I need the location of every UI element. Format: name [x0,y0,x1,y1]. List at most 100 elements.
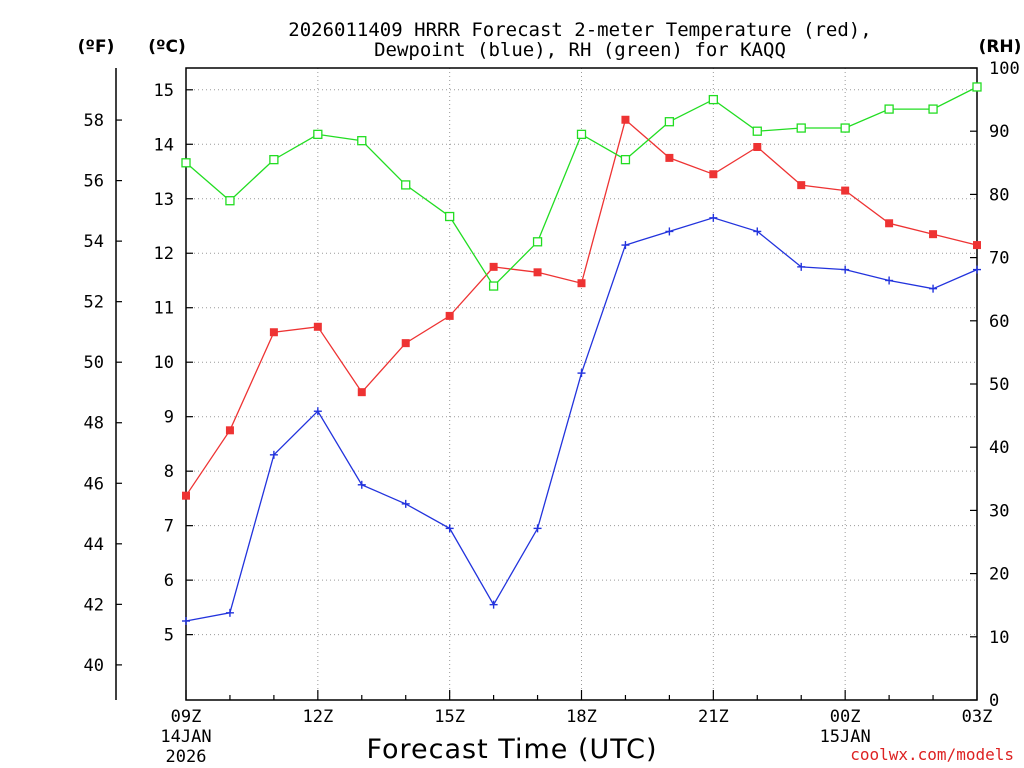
celsius-tick-label: 12 [154,244,174,264]
x-tick-date-label: 14JAN [160,727,211,747]
rh-tick-label: 80 [989,185,1009,205]
rh-tick-label: 20 [989,565,1009,585]
dewpoint-point [445,524,454,533]
temperature-point [182,491,190,500]
temperature-point [357,388,366,397]
celsius-unit-label: (ºC) [148,37,186,57]
celsius-tick-label: 7 [164,517,174,537]
series-layer [181,82,982,625]
dewpoint-point [797,262,806,271]
fahrenheit-tick-label: 44 [84,535,104,555]
fahrenheit-tick-label: 50 [84,353,104,373]
x-tick-label: 12Z [302,707,333,727]
fahrenheit-tick-label: 40 [84,656,104,676]
rh-tick-label: 50 [989,375,1009,395]
dewpoint-point [401,499,410,508]
rh-tick-label: 0 [989,691,999,711]
temperature-point [621,115,630,124]
dewpoint-point [182,617,190,625]
rh-point [928,104,938,114]
dewpoint-point [929,284,938,293]
temperature-point [885,219,894,228]
temperature-point [753,143,762,151]
temperature-point [225,426,234,435]
x-tick-year-label: 2026 [166,747,207,767]
celsius-tick-label: 6 [164,571,174,591]
grid-lines [186,68,977,700]
rh-point [181,158,191,168]
rh-point [884,104,894,114]
dewpoint-point [973,265,981,274]
temperature-point [533,268,542,277]
temperature-point [313,322,322,331]
rh-point [532,237,543,247]
x-tick-date-label: 15JAN [820,727,871,747]
credit-link[interactable]: coolwx.com/models [850,745,1014,764]
temperature-point [401,339,410,348]
fahrenheit-unit-label: (ºF) [78,37,115,57]
dewpoint-point [225,608,234,617]
temperature-point [797,181,806,190]
rh-tick-label: 90 [989,122,1009,142]
rh-point [269,154,279,165]
dewpoint-point [533,524,542,533]
axes: 4042444648505254565856789101112131415010… [84,59,1020,767]
celsius-tick-label: 10 [154,353,174,373]
celsius-tick-label: 5 [164,626,174,646]
x-tick-label: 21Z [698,707,729,727]
celsius-tick-label: 15 [154,81,174,101]
fahrenheit-tick-label: 52 [84,293,104,313]
dewpoint-point [621,241,630,250]
x-tick-label: 15Z [434,707,465,727]
dewpoint-point [885,276,894,285]
rh-tick-label: 100 [989,59,1020,79]
x-tick-label: 03Z [962,707,993,727]
temperature-point [973,241,981,250]
temperature-point [841,186,850,195]
celsius-tick-label: 9 [164,408,174,428]
rh-unit-label: (RH) [979,37,1022,57]
fahrenheit-tick-label: 46 [84,474,104,494]
fahrenheit-tick-label: 56 [84,172,104,192]
rh-tick-label: 10 [989,628,1009,648]
dewpoint-series [182,213,981,625]
temperature-point [665,153,674,162]
dewpoint-point [709,213,718,222]
rh-point [840,123,850,133]
temperature-point [929,230,938,239]
rh-point [796,123,806,133]
rh-tick-label: 60 [989,312,1009,332]
temperature-point [269,328,278,337]
rh-series [181,82,982,291]
rh-point [620,154,631,165]
chart-title-line1: 2026011409 HRRR Forecast 2-meter Tempera… [288,19,871,41]
rh-tick-label: 70 [989,249,1009,269]
temperature-point [709,170,718,179]
rh-point [225,196,235,206]
rh-point [313,129,323,140]
fahrenheit-tick-label: 48 [84,414,104,434]
rh-tick-label: 40 [989,438,1009,458]
rh-point [488,281,499,291]
dewpoint-point [577,369,586,378]
rh-point [576,129,587,140]
rh-point [445,211,455,222]
rh-point [708,94,718,105]
temperature-point [445,311,454,320]
celsius-tick-label: 8 [164,462,174,482]
rh-point [401,180,411,190]
rh-point [752,126,762,136]
dewpoint-point [313,407,322,416]
dewpoint-point [753,227,762,236]
fahrenheit-tick-label: 58 [84,111,104,131]
rh-point [357,136,367,146]
x-tick-label: 00Z [830,707,861,727]
x-tick-label: 18Z [566,707,597,727]
temperature-point [577,279,586,288]
celsius-tick-label: 14 [154,135,174,155]
dewpoint-point [357,480,366,489]
celsius-tick-label: 11 [154,299,174,319]
rh-point [972,82,982,92]
temperature-series [182,115,981,500]
